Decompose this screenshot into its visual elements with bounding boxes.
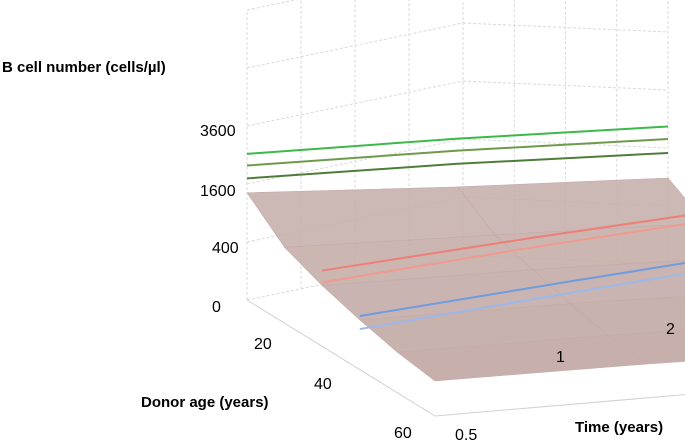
x-tick-label: 0.5 — [455, 427, 477, 442]
grid-line — [462, 80, 669, 91]
series-line — [359, 272, 685, 331]
grid-line — [246, 0, 298, 11]
z-tick-label: 400 — [212, 240, 239, 257]
x-tick-label: 2 — [666, 321, 675, 338]
tick-labels: 0 400 1600 3600 20 40 60 0.5 1 2 — [200, 123, 675, 442]
y-axis-title: Donor age (years) — [141, 394, 269, 411]
grid-line — [462, 138, 669, 149]
grid-line — [246, 22, 464, 69]
series-line — [322, 223, 685, 284]
z-tick-label: 0 — [212, 299, 221, 316]
series-line — [246, 151, 669, 180]
y-tick-label: 40 — [314, 376, 332, 393]
z-tick-label: 3600 — [200, 123, 236, 140]
series-line — [246, 125, 669, 155]
series-lines — [246, 125, 685, 331]
surface-plot — [246, 177, 685, 382]
y-tick-label: 20 — [254, 336, 272, 353]
grid-line — [246, 80, 464, 127]
series-line — [359, 261, 685, 317]
y-tick-label: 60 — [394, 425, 412, 442]
surface-patch — [569, 295, 685, 336]
floor-edge — [246, 299, 436, 417]
x-axis-title: Time (years) — [575, 419, 663, 436]
z-axis-title: B cell number (cells/µl) — [2, 59, 166, 76]
surface-patch — [456, 177, 685, 236]
floor-edge — [434, 394, 685, 417]
z-tick-label: 1600 — [200, 183, 236, 200]
series-line — [322, 214, 685, 272]
surface-patch — [607, 330, 685, 365]
x-tick-label: 1 — [556, 349, 565, 366]
grid-line — [462, 22, 669, 33]
series-line — [246, 138, 669, 167]
